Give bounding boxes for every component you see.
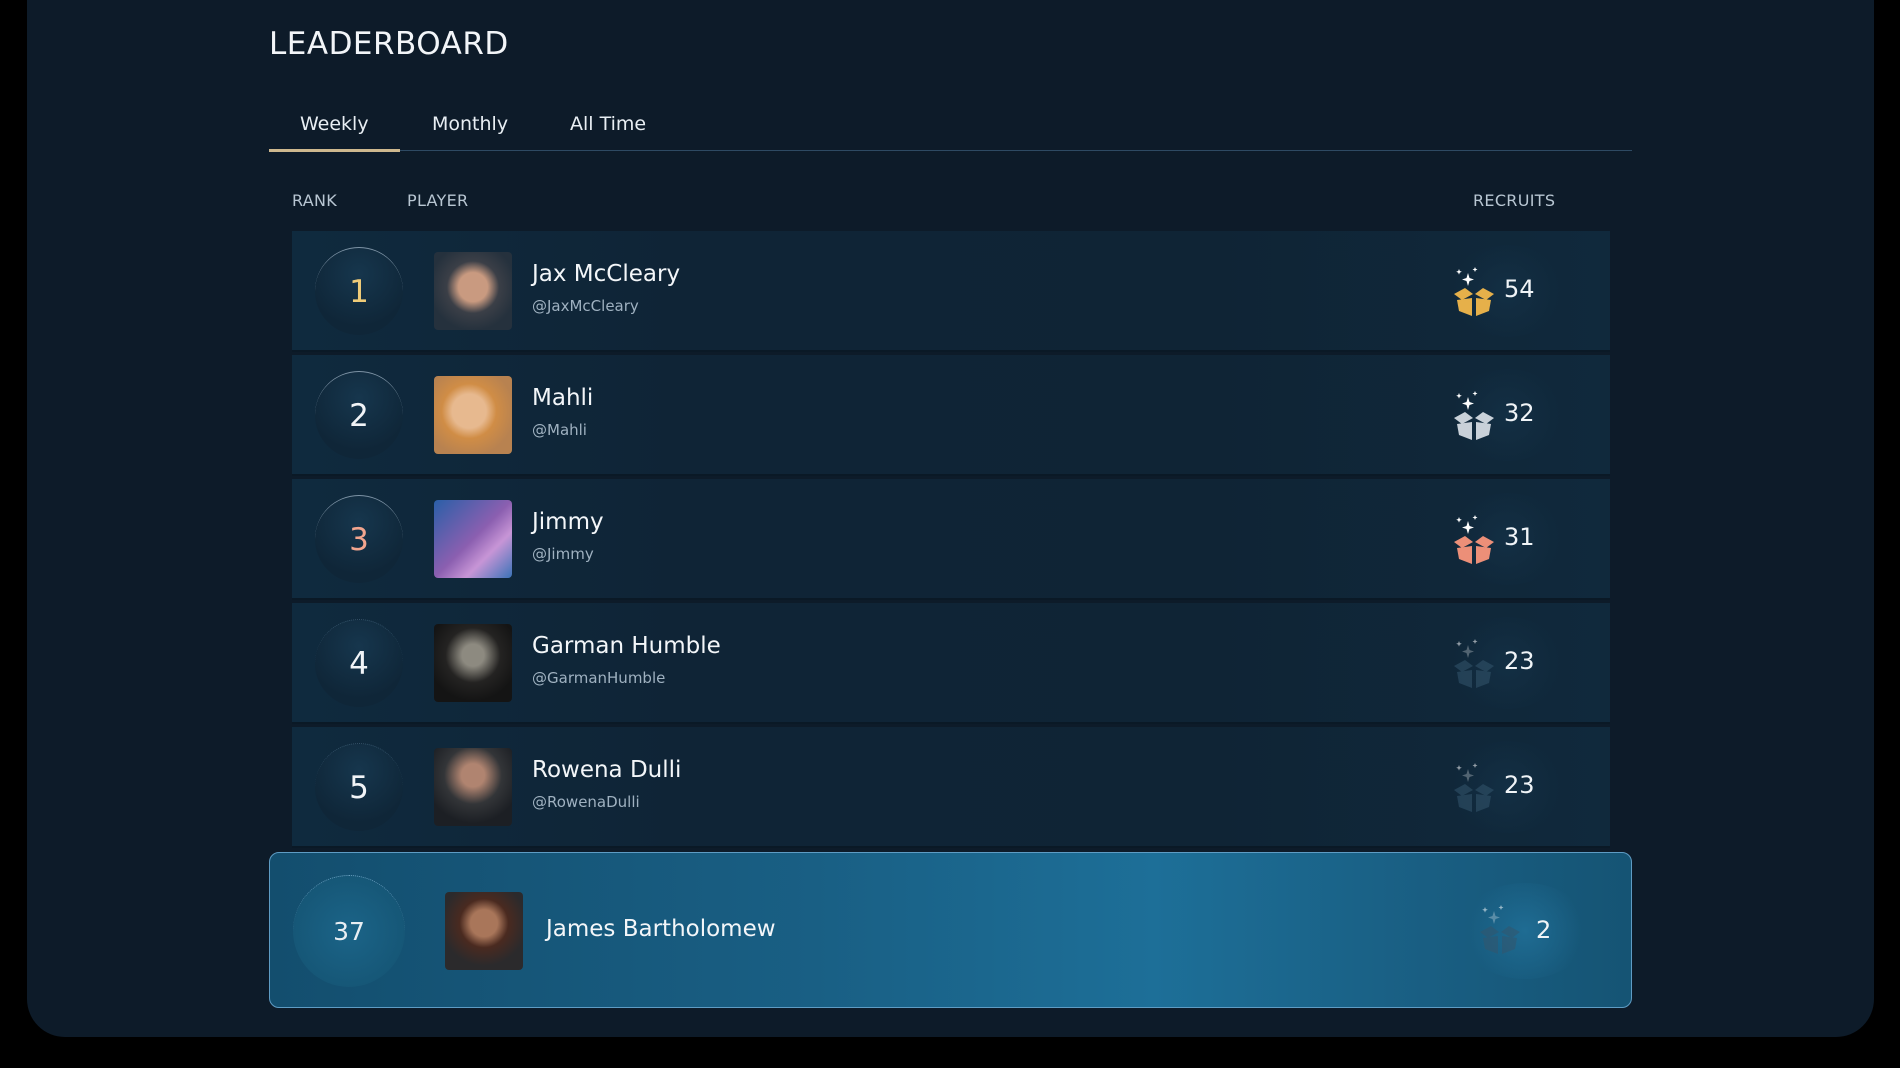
player-handle: @Jimmy (532, 545, 594, 563)
leaderboard-row[interactable]: 2 Mahli @Mahli 32 (292, 355, 1610, 476)
recruit-box-icon (1454, 515, 1494, 564)
current-user-row[interactable]: 37 James Bartholomew 2 (269, 852, 1632, 1008)
player-handle: @RowenaDulli (532, 793, 640, 811)
recruits-count: 23 (1504, 771, 1535, 799)
column-header-player: PLAYER (407, 191, 469, 210)
recruits-count: 54 (1504, 275, 1535, 303)
recruits-count: 31 (1504, 523, 1535, 551)
avatar (434, 500, 512, 578)
rank-badge: 4 (315, 619, 403, 707)
avatar (434, 252, 512, 330)
column-header-recruits: RECRUITS (1473, 191, 1556, 210)
column-header-rank: RANK (292, 191, 338, 210)
tab-all-time[interactable]: All Time (570, 113, 647, 135)
player-name: Jax McCleary (532, 261, 681, 287)
leaderboard-row[interactable]: 5 Rowena Dulli @RowenaDulli 23 (292, 727, 1610, 848)
recruit-box-icon (1454, 391, 1494, 440)
player-handle: @Mahli (532, 421, 587, 439)
leaderboard-row[interactable]: 4 Garman Humble @GarmanHumble 23 (292, 603, 1610, 724)
period-tabs: Weekly Monthly All Time (269, 108, 1632, 152)
rank-badge: 1 (315, 247, 403, 335)
player-name: Jimmy (532, 509, 604, 535)
rank-badge: 3 (315, 495, 403, 583)
tab-weekly[interactable]: Weekly (269, 113, 399, 152)
leaderboard-row[interactable]: 1 Jax McCleary @JaxMcCleary 54 (292, 231, 1610, 352)
player-name: Garman Humble (532, 633, 721, 659)
recruits-count: 23 (1504, 647, 1535, 675)
player-handle: @GarmanHumble (532, 669, 666, 687)
player-name: Mahli (532, 385, 594, 411)
recruits-count: 32 (1504, 399, 1535, 427)
avatar (434, 376, 512, 454)
player-name: Rowena Dulli (532, 757, 682, 783)
page-title: LEADERBOARD (269, 26, 509, 62)
recruits-glow (1460, 883, 1590, 979)
avatar (434, 624, 512, 702)
avatar (434, 748, 512, 826)
player-handle: @JaxMcCleary (532, 297, 639, 315)
recruit-box-icon (1454, 763, 1494, 812)
recruit-box-icon (1454, 267, 1494, 316)
avatar (445, 892, 523, 970)
leaderboard-row[interactable]: 3 Jimmy @Jimmy 31 (292, 479, 1610, 600)
recruit-box-icon (1454, 639, 1494, 688)
rank-badge: 2 (315, 371, 403, 459)
rank-badge: 37 (293, 875, 405, 987)
recruits-count: 2 (1536, 916, 1552, 944)
tab-monthly[interactable]: Monthly (432, 113, 509, 135)
player-name: James Bartholomew (546, 916, 776, 942)
rank-badge: 5 (315, 743, 403, 831)
recruit-box-icon (1480, 905, 1520, 954)
